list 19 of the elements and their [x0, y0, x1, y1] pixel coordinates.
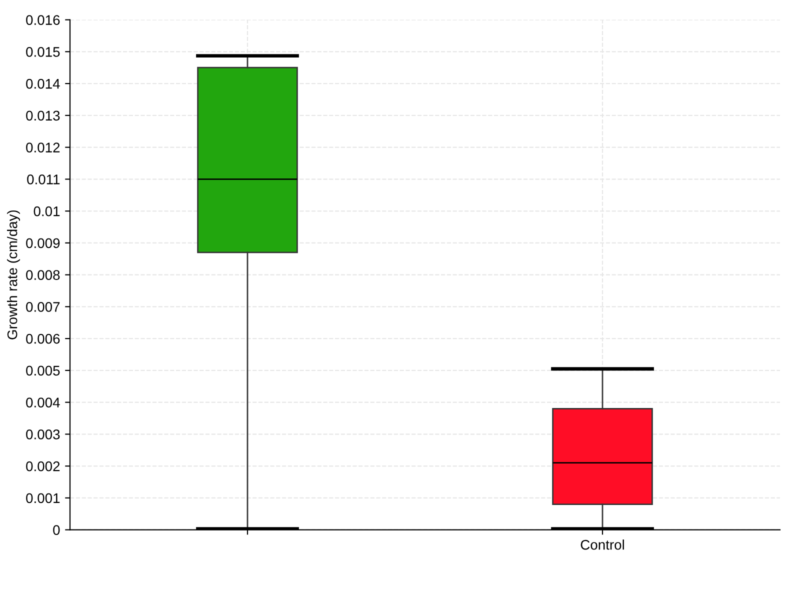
y-tick-label: 0.008	[26, 270, 60, 280]
y-tick-label: 0.004	[26, 398, 60, 408]
y-tick-label: 0.005	[26, 366, 60, 376]
y-tick-label: 0.011	[27, 174, 60, 184]
y-tick-label: 0.016	[26, 15, 60, 25]
y-tick-label: 0.015	[26, 47, 60, 57]
y-tick-label: 0.009	[26, 238, 60, 248]
y-tick-label: 0.001	[26, 493, 60, 504]
x-tick-label: Control	[580, 540, 624, 550]
y-tick-label: 0	[53, 525, 60, 535]
y-tick-label: 0.003	[26, 430, 60, 440]
y-tick-label: 0.006	[26, 334, 60, 344]
y-tick-label: 0.002	[26, 461, 60, 472]
y-tick-label: 0.013	[26, 110, 60, 121]
y-axis-title: Growth rate (cm/day)	[7, 210, 20, 340]
y-tick-label: 0.014	[26, 78, 60, 89]
y-tick-label: 0.007	[26, 302, 60, 312]
y-tick-label: 0.01	[34, 206, 60, 216]
y-tick-label: 0.012	[26, 142, 60, 152]
